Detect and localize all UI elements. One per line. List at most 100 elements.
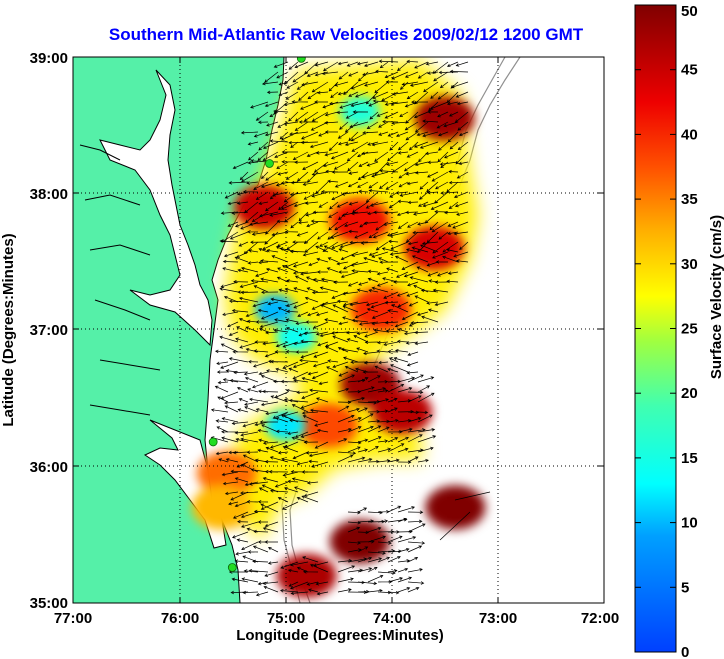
- velocity-arrow: [307, 371, 319, 376]
- velocity-arrow: [397, 376, 416, 383]
- velocity-arrow: [260, 171, 269, 180]
- velocity-arrow: [289, 131, 309, 136]
- velocity-arrow: [435, 181, 449, 190]
- velocity-arrow: [273, 328, 289, 333]
- velocity-arrow: [336, 261, 349, 266]
- velocity-arrow: [378, 121, 389, 128]
- velocity-arrow: [314, 61, 329, 67]
- velocity-arrow: [218, 458, 229, 463]
- velocity-arrow: [367, 436, 382, 443]
- velocity-arrow: [420, 244, 439, 253]
- velocity-arrow: [386, 161, 399, 166]
- velocity-arrow: [342, 291, 359, 296]
- velocity-arrow: [255, 271, 269, 277]
- velocity-arrow: [450, 81, 469, 89]
- velocity-arrow: [257, 428, 269, 433]
- velocity-arrow: [387, 309, 399, 313]
- velocity-hotspot: [414, 96, 475, 141]
- velocity-arrow: [407, 586, 420, 593]
- velocity-arrow: [281, 264, 299, 273]
- velocity-arrow: [455, 259, 469, 263]
- velocity-arrow: [434, 280, 449, 284]
- velocity-arrow: [254, 421, 269, 427]
- velocity-arrow: [278, 91, 289, 97]
- velocity-arrow: [308, 261, 319, 267]
- velocity-arrow: [329, 101, 349, 106]
- velocity-arrow: [269, 111, 279, 117]
- velocity-arrow: [331, 291, 349, 299]
- velocity-arrow: [311, 290, 329, 295]
- velocity-arrow: [328, 221, 339, 231]
- velocity-arrow: [257, 120, 269, 125]
- velocity-arrow: [357, 171, 369, 181]
- velocity-arrow: [248, 151, 259, 161]
- velocity-arrow: [404, 71, 419, 78]
- velocity-arrow: [338, 248, 349, 253]
- velocity-arrow: [371, 141, 389, 147]
- x-tick-label: 76:00: [161, 610, 199, 627]
- velocity-arrow: [369, 111, 379, 120]
- velocity-arrow: [365, 191, 379, 203]
- velocity-arrow: [393, 357, 409, 363]
- velocity-arrow: [347, 590, 368, 595]
- velocity-arrow: [246, 450, 259, 455]
- velocity-arrow: [315, 245, 329, 253]
- velocity-arrow: [267, 561, 279, 565]
- velocity-arrow: [397, 221, 409, 229]
- velocity-arrow: [393, 280, 408, 284]
- velocity-arrow: [449, 141, 459, 150]
- velocity-arrow: [367, 574, 384, 583]
- velocity-arrow: [405, 111, 419, 124]
- velocity-arrow: [258, 247, 269, 253]
- velocity-arrow: [282, 445, 299, 453]
- velocity-arrow: [313, 561, 329, 567]
- velocity-arrow: [250, 101, 269, 109]
- velocity-arrow: [384, 111, 399, 119]
- velocity-arrow: [407, 200, 419, 205]
- velocity-arrow: [327, 359, 339, 363]
- velocity-hotspot: [297, 403, 358, 448]
- velocity-arrow: [411, 100, 429, 104]
- velocity-arrow: [276, 71, 289, 79]
- velocity-arrow: [251, 231, 269, 236]
- velocity-arrow: [318, 381, 329, 386]
- velocity-arrow: [248, 481, 269, 486]
- velocity-arrow: [253, 181, 269, 190]
- velocity-arrow: [312, 361, 329, 368]
- velocity-arrow: [262, 341, 279, 346]
- velocity-arrow: [296, 390, 309, 395]
- velocity-arrow: [277, 451, 289, 455]
- velocity-arrow: [364, 340, 379, 345]
- velocity-arrow: [248, 568, 269, 573]
- velocity-arrow: [407, 390, 424, 395]
- velocity-arrow: [336, 201, 349, 208]
- velocity-arrow: [403, 161, 419, 172]
- velocity-arrow: [245, 326, 259, 333]
- velocity-arrow: [293, 341, 309, 346]
- velocity-arrow: [311, 171, 329, 176]
- velocity-arrow: [319, 241, 329, 247]
- velocity-arrow: [397, 587, 411, 593]
- velocity-arrow: [275, 246, 289, 253]
- velocity-arrow: [338, 321, 349, 326]
- velocity-arrow: [215, 451, 229, 456]
- velocity-arrow: [406, 181, 419, 186]
- velocity-arrow: [314, 421, 329, 427]
- velocity-arrow: [282, 471, 299, 477]
- velocity-arrow: [232, 531, 249, 539]
- velocity-arrow: [365, 91, 379, 105]
- velocity-arrow: [458, 131, 469, 137]
- velocity-arrow: [406, 91, 419, 100]
- velocity-arrow: [311, 371, 329, 380]
- velocity-arrow: [294, 121, 309, 131]
- velocity-arrow: [261, 290, 279, 295]
- velocity-arrow: [294, 61, 309, 69]
- velocity-arrow: [258, 141, 269, 151]
- velocity-arrow: [254, 340, 269, 344]
- velocity-arrow: [368, 288, 379, 293]
- velocity-arrow: [275, 341, 289, 348]
- velocity-arrow: [265, 446, 279, 453]
- velocity-arrow: [270, 359, 289, 364]
- velocity-arrow: [413, 211, 429, 216]
- velocity-arrow: [311, 111, 329, 122]
